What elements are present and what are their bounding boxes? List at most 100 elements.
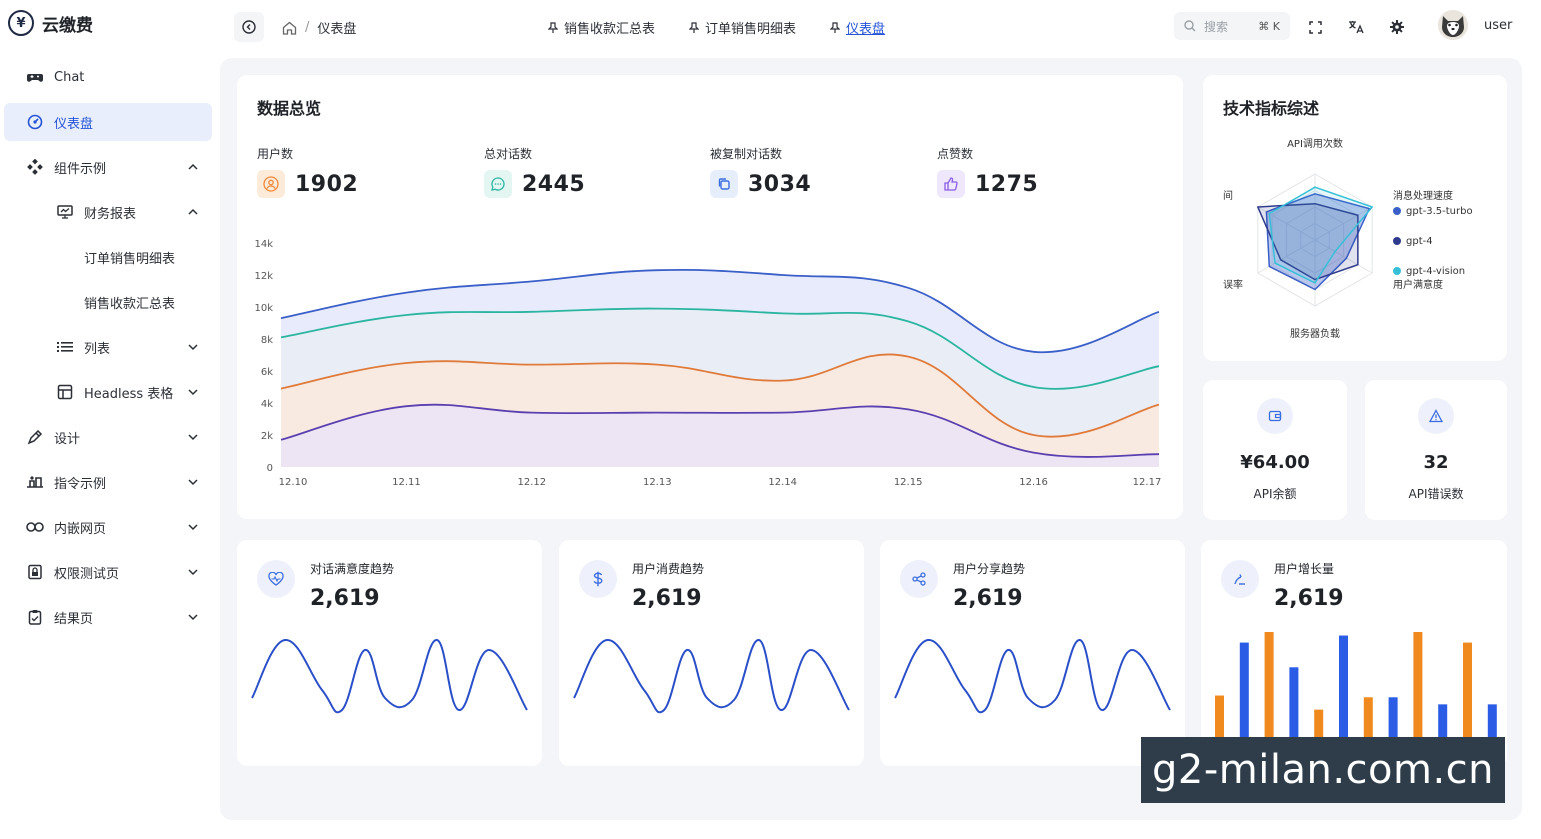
clipboard-icon — [26, 608, 44, 626]
topbar: / 仪表盘 销售收款汇总表 订单销售明细表 仪表盘 搜索 ⌘ K user — [218, 0, 1541, 54]
design-icon — [26, 428, 44, 446]
components-icon — [26, 158, 44, 176]
user-growth-card: 用户增长量 2,619 — [1201, 540, 1507, 766]
search-icon — [1184, 20, 1196, 32]
stat-value: 1902 — [295, 171, 359, 197]
spending-line-chart — [573, 639, 850, 714]
area-line-series-3 — [280, 403, 1160, 458]
x-tick-label: 12.16 — [1019, 477, 1048, 488]
sidebar-item-label: 仪表盘 — [54, 116, 94, 132]
fullscreen-button[interactable] — [1300, 12, 1330, 42]
sidebar-item-commands[interactable]: 指令示例 — [4, 463, 212, 501]
stat-label: 被复制对话数 — [710, 147, 783, 161]
area-line-series-2 — [280, 353, 1160, 438]
api-errors-value: 32 — [1423, 452, 1449, 473]
breadcrumb-current[interactable]: 仪表盘 — [317, 22, 357, 37]
radar-axis-label: 误率 — [1223, 278, 1243, 291]
avatar[interactable] — [1438, 10, 1468, 40]
stat-copied: 被复制对话数 3034 — [710, 145, 811, 198]
trend-line — [573, 639, 850, 714]
chevron-down-icon — [188, 479, 198, 486]
legend-marker[interactable] — [1393, 207, 1401, 215]
sidebar-item-design[interactable]: 设计 — [4, 418, 212, 456]
bar — [1413, 632, 1423, 752]
legend-label[interactable]: gpt-3.5-turbo — [1406, 206, 1473, 217]
mini-card-value: 2,619 — [310, 586, 380, 611]
sidebar-item-label: 权限测试页 — [54, 566, 120, 582]
chevron-down-icon — [188, 614, 198, 621]
chevron-down-icon — [188, 434, 198, 441]
satisfaction-line-chart — [251, 639, 528, 714]
radar-axis-line — [1314, 239, 1373, 274]
fullscreen-icon — [1308, 20, 1322, 34]
trend-line — [894, 639, 1171, 714]
sidebar-item-label: 订单销售明细表 — [84, 251, 176, 267]
sidebar-item-embedded[interactable]: 内嵌网页 — [4, 508, 212, 546]
link-icon — [26, 518, 44, 536]
stat-label: 点赞数 — [937, 147, 974, 161]
settings-button[interactable] — [1382, 12, 1412, 42]
share-icon — [900, 560, 938, 598]
legend-marker[interactable] — [1393, 267, 1401, 275]
mini-card-value: 2,619 — [953, 586, 1023, 611]
radar-series-1 — [1256, 202, 1359, 281]
chevron-down-icon — [188, 524, 198, 531]
tab-sales-summary[interactable]: 销售收款汇总表 — [548, 18, 655, 37]
stat-users: 用户数 1902 — [257, 145, 358, 198]
user-growth-bar-chart — [1215, 632, 1497, 752]
radar-axis-label: API调用次数 — [1287, 137, 1343, 150]
overview-card: 数据总览 用户数 1902 总对话数 2445 被复制对话数 3034 点赞数 … — [237, 75, 1183, 519]
sidebar-item-components[interactable]: 组件示例 — [4, 148, 212, 186]
search-shortcut: ⌘ K — [1258, 19, 1280, 33]
search-input[interactable]: 搜索 ⌘ K — [1174, 12, 1290, 40]
sidebar-item-label: Headless 表格 — [84, 386, 174, 402]
sidebar-item-label: 内嵌网页 — [54, 521, 107, 537]
y-tick-label: 6k — [261, 367, 273, 378]
user-icon — [257, 170, 285, 198]
sidebar-item-headless-table[interactable]: Headless 表格 — [4, 373, 212, 411]
stat-label: 总对话数 — [484, 147, 533, 161]
tab-order-details[interactable]: 订单销售明细表 — [689, 18, 796, 37]
bar — [1239, 642, 1249, 752]
y-tick-label: 10k — [254, 303, 273, 314]
heart-pulse-icon — [257, 560, 295, 598]
legend-label[interactable]: gpt-4-vision — [1406, 266, 1465, 277]
sidebar-item-sales-summary[interactable]: 销售收款汇总表 — [4, 283, 212, 321]
app-logo[interactable]: ¥ 云缴费 — [8, 10, 93, 36]
pin-icon — [689, 21, 700, 33]
x-tick-label: 12.17 — [1133, 477, 1162, 488]
legend-label[interactable]: gpt-4 — [1406, 236, 1433, 247]
user-name[interactable]: user — [1484, 18, 1513, 33]
bar — [1215, 695, 1224, 752]
tab-label: 销售收款汇总表 — [564, 22, 656, 37]
bar — [1487, 704, 1497, 752]
shiba-avatar-icon — [1442, 16, 1464, 37]
api-balance-card: ¥64.00 API余额 — [1203, 380, 1347, 520]
stat-label: 用户数 — [257, 147, 294, 161]
chat-bubble-icon — [484, 170, 512, 198]
language-button[interactable] — [1341, 12, 1371, 42]
translate-icon — [1349, 21, 1364, 34]
chevron-up-icon — [188, 208, 198, 215]
x-tick-label: 12.12 — [518, 477, 547, 488]
yuan-logo-icon: ¥ — [8, 10, 34, 36]
bar — [1463, 642, 1472, 752]
sidebar-item-chat[interactable]: Chat — [4, 58, 212, 96]
sidebar-item-list[interactable]: 列表 — [4, 328, 212, 366]
home-icon[interactable] — [282, 21, 297, 35]
api-balance-value: ¥64.00 — [1240, 452, 1310, 473]
area-fill-series-3 — [281, 404, 1159, 467]
api-errors-card: 32 API错误数 — [1365, 380, 1507, 520]
tab-dashboard[interactable]: 仪表盘 — [830, 18, 885, 37]
sidebar-item-results[interactable]: 结果页 — [4, 598, 212, 636]
bar — [1363, 697, 1373, 752]
sidebar-item-finance[interactable]: 财务报表 — [4, 193, 212, 231]
sidebar-item-permissions[interactable]: 权限测试页 — [4, 553, 212, 591]
sidebar-item-order-details[interactable]: 订单销售明细表 — [4, 238, 212, 276]
bar — [1264, 632, 1274, 752]
legend-marker[interactable] — [1393, 237, 1401, 245]
sidebar-item-dashboard[interactable]: 仪表盘 — [4, 103, 212, 141]
collapse-sidebar-button[interactable] — [234, 12, 264, 42]
sidebar-item-label: 组件示例 — [54, 161, 107, 177]
breadcrumb-separator: / — [305, 20, 310, 35]
